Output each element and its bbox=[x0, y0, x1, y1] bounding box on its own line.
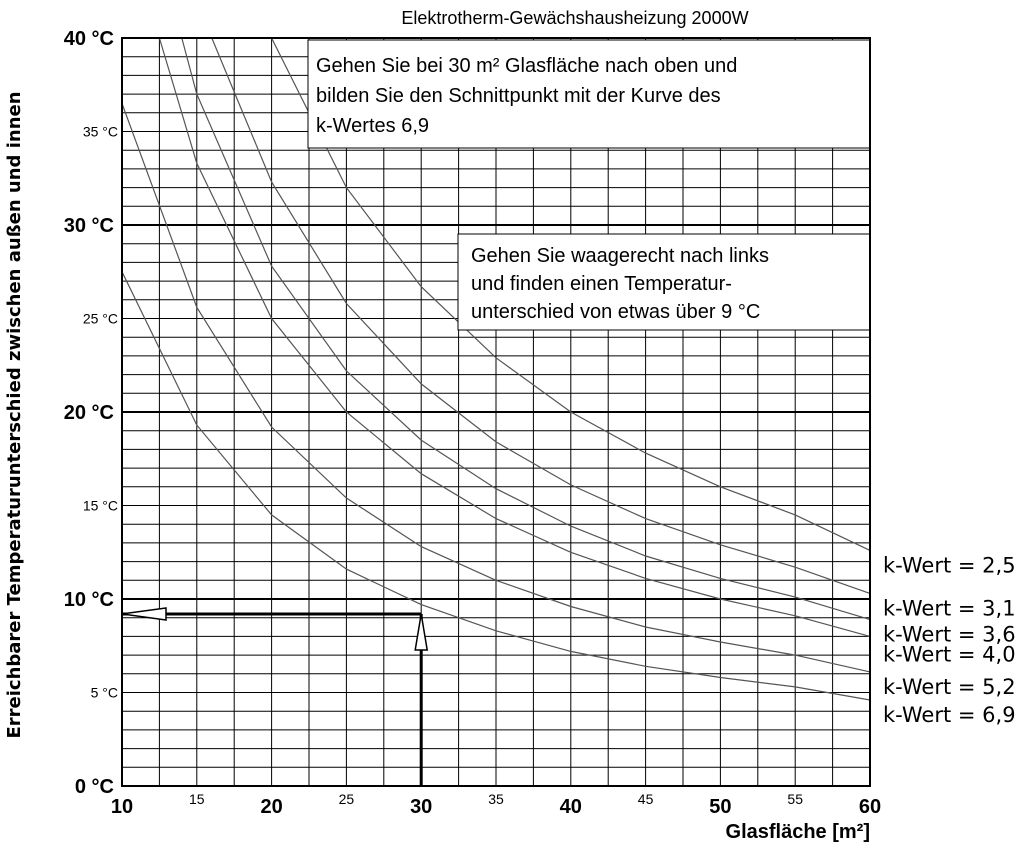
x-tick-label-minor: 25 bbox=[339, 791, 355, 807]
x-tick-label: 10 bbox=[111, 796, 133, 818]
x-tick-label: 60 bbox=[859, 796, 881, 818]
curves bbox=[121, 37, 871, 701]
curve-k-5 bbox=[121, 271, 871, 701]
annotation-1: Gehen Sie bei 30 m² Glasfläche nach oben… bbox=[307, 39, 871, 149]
curve-k-3 bbox=[158, 37, 871, 637]
y-tick-label-minor: 5 °C bbox=[91, 685, 118, 701]
curve-label-4: k-Wert = 5,2 bbox=[883, 675, 1016, 699]
annotation-2-line-2: und finden einen Temperatur- bbox=[471, 273, 732, 295]
y-tick-label: 10 °C bbox=[64, 589, 114, 611]
x-tick-label: 30 bbox=[410, 796, 432, 818]
curve-label-5: k-Wert = 6,9 bbox=[883, 703, 1016, 727]
curve-label-2: k-Wert = 3,6 bbox=[883, 623, 1016, 647]
x-tick-label-minor: 35 bbox=[488, 791, 504, 807]
x-tick-label-minor: 55 bbox=[787, 791, 803, 807]
y-tick-label-minor: 25 °C bbox=[83, 311, 118, 327]
arrow-up-head bbox=[414, 613, 429, 651]
curve-label-3: k-Wert = 4,0 bbox=[883, 643, 1016, 667]
x-axis-label: Glasfläche [m²] bbox=[726, 821, 870, 843]
annotation-2-line-1: Gehen Sie waagerecht nach links bbox=[471, 245, 769, 267]
annotation-1-line-3: k-Wertes 6,9 bbox=[316, 115, 429, 137]
chart-title: Elektrotherm-Gewächshausheizung 2000W bbox=[401, 8, 748, 28]
annotation-2: Gehen Sie waagerecht nach links und find… bbox=[457, 233, 871, 331]
y-axis-label: Erreichbarer Temperaturunterschied zwisc… bbox=[4, 91, 25, 738]
curve-k-1 bbox=[211, 37, 871, 594]
tick-labels: 10 20 30 40 50 60 15 25 35 45 55 0 °C 10 °C 20 °C 30 °… bbox=[64, 28, 881, 818]
arrow-left-head bbox=[121, 607, 167, 621]
y-tick-label: 40 °C bbox=[64, 28, 114, 50]
annotation-2-line-3: unterschied von etwas über 9 °C bbox=[471, 301, 760, 323]
curve-k-0 bbox=[271, 37, 871, 551]
curve-label-0: k-Wert = 2,5 bbox=[883, 553, 1016, 577]
curve-k-4 bbox=[121, 103, 871, 673]
y-tick-label: 30 °C bbox=[64, 215, 114, 237]
plot-frame bbox=[121, 37, 871, 787]
y-tick-label: 0 °C bbox=[75, 776, 114, 798]
x-tick-label-minor: 45 bbox=[638, 791, 654, 807]
annotation-1-line-2: bilden Sie den Schnittpunkt mit der Kurv… bbox=[316, 85, 721, 107]
x-tick-label: 20 bbox=[260, 796, 282, 818]
annotation-1-line-1: Gehen Sie bei 30 m² Glasfläche nach oben… bbox=[316, 55, 737, 77]
curve-k-2 bbox=[181, 37, 871, 621]
x-tick-label: 40 bbox=[560, 796, 582, 818]
reading-arrows bbox=[121, 607, 429, 786]
x-tick-label: 50 bbox=[709, 796, 731, 818]
y-tick-label-minor: 15 °C bbox=[83, 498, 118, 514]
curve-label-1: k-Wert = 3,1 bbox=[883, 596, 1016, 620]
y-tick-label: 20 °C bbox=[64, 402, 114, 424]
y-tick-label-minor: 35 °C bbox=[83, 124, 118, 140]
x-tick-label-minor: 15 bbox=[189, 791, 205, 807]
curve-labels: k-Wert = 2,5k-Wert = 3,1k-Wert = 3,6k-We… bbox=[883, 553, 1016, 727]
